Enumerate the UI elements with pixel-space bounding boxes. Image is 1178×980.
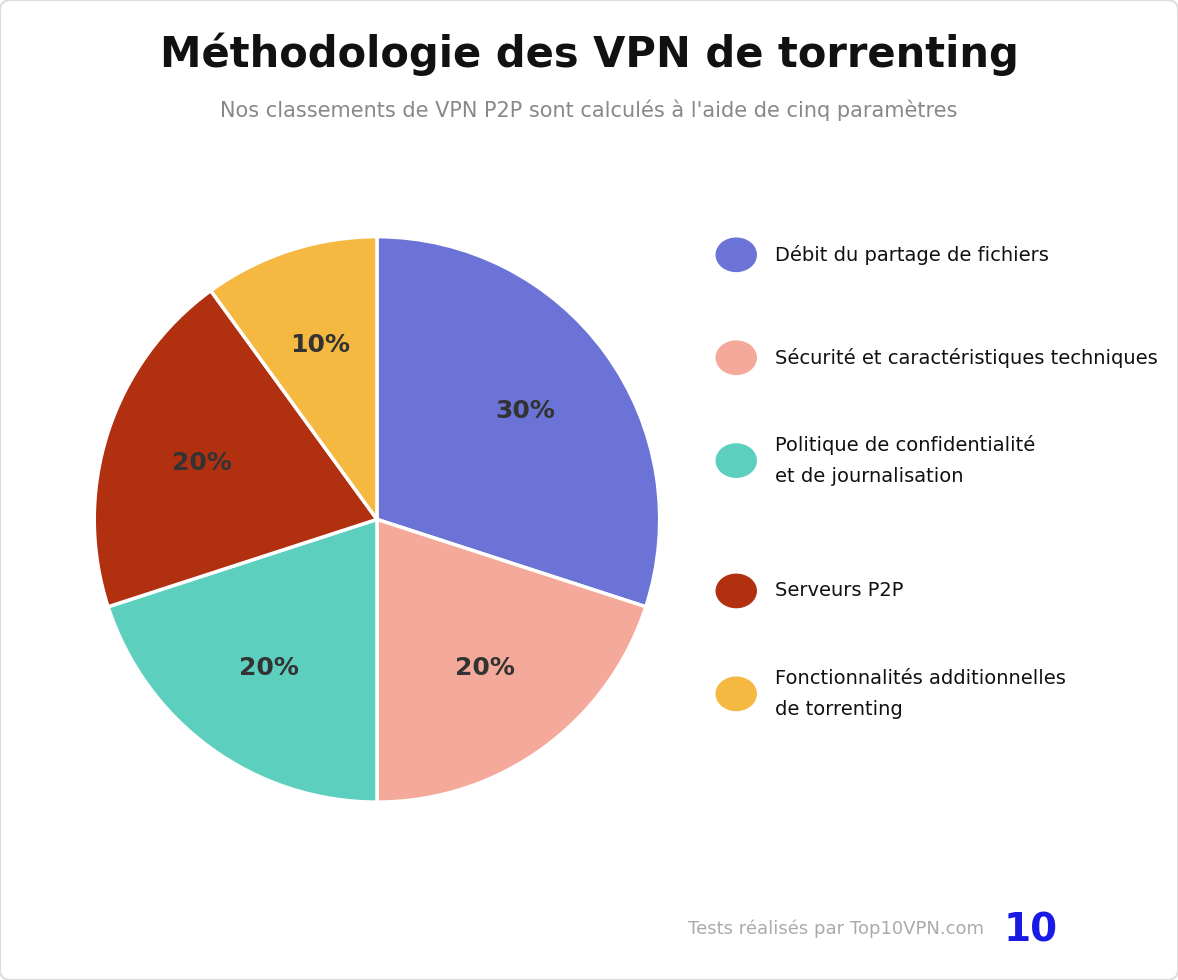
Text: et de journalisation: et de journalisation [775, 466, 964, 486]
Text: 20%: 20% [455, 656, 515, 680]
Text: 20%: 20% [172, 451, 232, 474]
Text: Sécurité et caractéristiques techniques: Sécurité et caractéristiques techniques [775, 348, 1158, 368]
Text: Serveurs P2P: Serveurs P2P [775, 581, 904, 601]
Text: 10: 10 [1004, 911, 1058, 949]
Wedge shape [377, 519, 646, 802]
Text: 30%: 30% [496, 400, 556, 423]
Text: 20%: 20% [239, 656, 299, 680]
Wedge shape [377, 237, 660, 607]
Text: Politique de confidentialité: Politique de confidentialité [775, 435, 1035, 455]
Text: Méthodologie des VPN de torrenting: Méthodologie des VPN de torrenting [159, 32, 1019, 75]
Text: Tests réalisés par Top10VPN.com: Tests réalisés par Top10VPN.com [688, 920, 984, 938]
Text: de torrenting: de torrenting [775, 700, 902, 719]
Wedge shape [211, 237, 377, 519]
Text: Débit du partage de fichiers: Débit du partage de fichiers [775, 245, 1048, 265]
Wedge shape [94, 291, 377, 607]
Text: Fonctionnalités additionnelles: Fonctionnalités additionnelles [775, 668, 1066, 688]
Text: Nos classements de VPN P2P sont calculés à l'aide de cinq paramètres: Nos classements de VPN P2P sont calculés… [220, 99, 958, 121]
Wedge shape [108, 519, 377, 802]
Text: 10%: 10% [290, 332, 350, 357]
